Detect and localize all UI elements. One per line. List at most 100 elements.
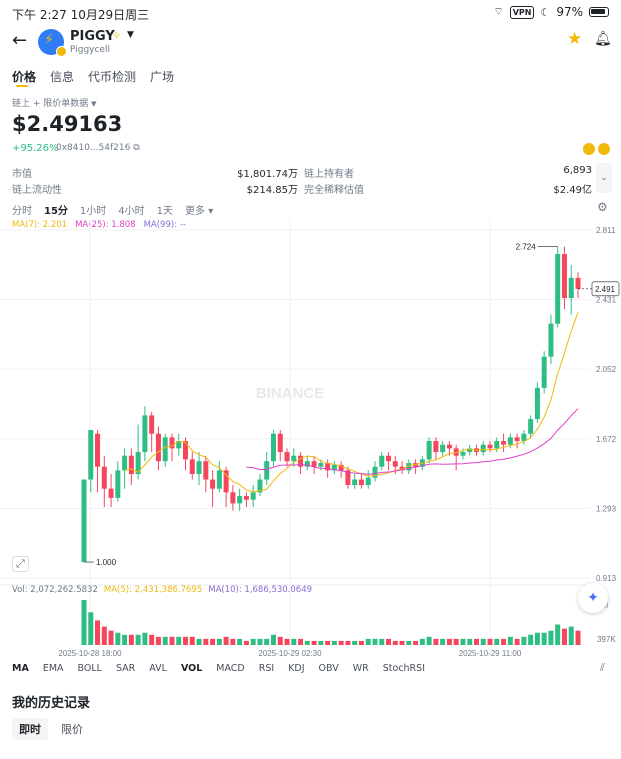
candle-body <box>379 455 385 467</box>
price-change: +95.26% <box>12 143 59 154</box>
timeframe-4h[interactable]: 4小时 <box>118 206 145 217</box>
x-tick-label: 2025-10-29 11:00 <box>459 649 522 658</box>
history-tab-instant[interactable]: 即时 <box>12 718 48 740</box>
volume-bar <box>230 638 236 645</box>
volume-bar <box>433 638 439 645</box>
star-icon[interactable]: ★ <box>567 29 583 49</box>
candle-body <box>277 433 283 453</box>
indicator-settings-icon[interactable]: ⫽ <box>600 661 605 674</box>
candle-body <box>372 466 378 478</box>
candle-body <box>433 441 439 453</box>
y-tick-label: 1.293 <box>596 504 617 513</box>
tab-token-check[interactable]: 代币检测 <box>88 70 137 84</box>
copy-icon[interactable]: ⧉ <box>133 143 140 153</box>
tab-info[interactable]: 信息 <box>50 70 75 84</box>
indicator-macd[interactable]: MACD <box>216 663 245 674</box>
volume-bar <box>528 634 534 645</box>
tab-underline <box>16 85 28 87</box>
volume-bar <box>501 638 507 645</box>
expand-chart-icon[interactable]: ⤢ <box>12 556 29 572</box>
y-tick-label: 2.431 <box>596 296 617 305</box>
holders-value: 6,893 <box>563 165 592 176</box>
tab-price[interactable]: 价格 <box>12 70 37 84</box>
chart-grid <box>0 220 590 645</box>
volume-bar <box>108 630 114 645</box>
candle-body <box>122 455 128 471</box>
volume-bar <box>155 636 161 645</box>
status-bar: 下午 2:27 10月29日周三 ⌔ VPN ☾ 97% <box>0 0 621 26</box>
volume-bar <box>298 638 304 645</box>
vpn-badge: VPN <box>509 5 535 19</box>
last-price-box <box>591 281 620 297</box>
indicator-sar[interactable]: SAR <box>115 663 136 674</box>
chain-badge-icon <box>56 46 67 57</box>
volume-bar <box>541 632 547 645</box>
bell-icon[interactable]: 🔔︎ <box>594 31 612 47</box>
history-tab-limit[interactable]: 限价 <box>61 723 83 736</box>
sparkle-icon: ✧ <box>112 29 122 42</box>
moon-icon: ☾ <box>540 5 551 19</box>
candle-body <box>331 464 337 471</box>
volume-bar <box>358 640 364 645</box>
chart-settings-icon[interactable]: ⚙ <box>597 200 608 214</box>
volume-bar <box>555 624 561 645</box>
indicator-boll[interactable]: BOLL <box>77 663 102 674</box>
indicator-obv[interactable]: OBV <box>318 663 339 674</box>
status-time: 下午 2:27 10月29日周三 <box>12 8 150 22</box>
volume-bar <box>318 640 324 645</box>
last-price-label: 2.491 <box>595 285 616 294</box>
ma25-label: MA(25): 1.808 <box>75 220 136 230</box>
indicator-vol[interactable]: VOL <box>180 663 203 674</box>
volume-bar <box>331 640 337 645</box>
indicator-ema[interactable]: EMA <box>42 663 64 674</box>
token-header: ← PIGGY ✧ ▼ Piggycell ★ 🔔︎ <box>0 26 621 62</box>
badge-icon-1 <box>583 143 595 155</box>
battery-icon <box>589 7 609 17</box>
candle-body <box>406 463 412 471</box>
candle-body <box>460 452 466 456</box>
stats-expand-button[interactable]: ⌄ <box>596 163 612 193</box>
indicator-ma[interactable]: MA <box>12 663 29 674</box>
ai-assistant-button[interactable]: ✦ <box>578 583 608 613</box>
chevron-down-icon[interactable]: ▼ <box>127 30 134 40</box>
volume-bar <box>548 630 554 645</box>
candle-body <box>487 444 493 449</box>
volume-bar <box>196 638 202 645</box>
volume-bar <box>568 626 574 645</box>
candle-body <box>108 488 114 498</box>
contract-address[interactable]: 0x8410...54f216 ⧉ <box>56 143 140 153</box>
candle-body <box>318 463 324 467</box>
volume-bar <box>561 628 567 645</box>
indicator-wr[interactable]: WR <box>352 663 369 674</box>
current-price: $2.49163 <box>12 112 123 136</box>
ma7-line <box>124 312 579 493</box>
indicator-kdj[interactable]: KDJ <box>288 663 305 674</box>
candle-body <box>250 492 256 500</box>
indicator-rsi[interactable]: RSI <box>258 663 275 674</box>
indicator-stochrsi[interactable]: StochRSI <box>382 663 425 674</box>
candlestick-chart[interactable]: BINANCE 2.8112.4312.0521.6721.2930.9132.… <box>0 220 621 660</box>
timeframe-more[interactable]: 更多 ▾ <box>185 206 214 217</box>
timeframe-line[interactable]: 分时 <box>12 206 32 217</box>
token-name[interactable]: PIGGY <box>70 29 115 44</box>
volume-bar <box>250 638 256 645</box>
candle-body <box>521 433 527 442</box>
back-arrow-icon[interactable]: ← <box>12 30 28 51</box>
candle-body <box>264 461 270 480</box>
candle-body <box>338 464 344 471</box>
candle-body <box>142 415 148 453</box>
indicator-avl[interactable]: AVL <box>149 663 167 674</box>
candle-body <box>115 470 121 498</box>
volume-bar <box>122 634 128 645</box>
candle-body <box>494 441 500 449</box>
timeframe-1d[interactable]: 1天 <box>156 206 174 217</box>
timeframe-15m[interactable]: 15分 <box>44 206 68 217</box>
candle-body <box>392 461 398 467</box>
timeframe-1h[interactable]: 1小时 <box>79 206 107 217</box>
candle-body <box>243 496 249 500</box>
tab-square[interactable]: 广场 <box>150 70 175 84</box>
data-source-select[interactable]: 链上 + 限价单数据 ▼ <box>12 96 97 109</box>
volume-bar <box>446 638 452 645</box>
candle-body <box>467 448 473 453</box>
candle-body <box>81 479 87 563</box>
